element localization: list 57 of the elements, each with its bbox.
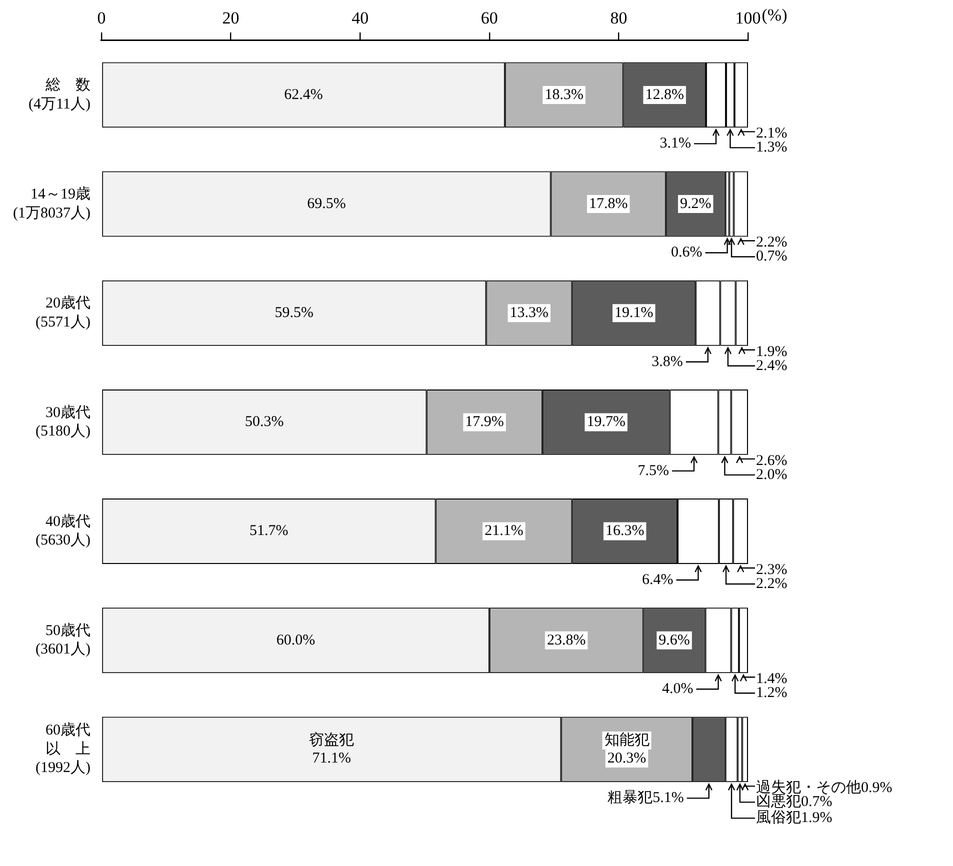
data-label: 16.3% (605, 523, 644, 540)
data-label: 2.1% (756, 126, 788, 142)
data-label: 18.3% (544, 86, 584, 103)
data-label: 2.6% (756, 452, 788, 469)
data-label: 3.1% (660, 136, 691, 152)
data-label: 2.0% (756, 466, 788, 483)
data-label: 9.6% (658, 632, 690, 648)
text: 風俗犯1.9% (756, 810, 832, 826)
data-label: 2.3% (756, 562, 788, 578)
x-tick-label: 0 (97, 8, 106, 28)
data-label: 20.3% (607, 750, 646, 766)
x-axis-title: (%) (762, 5, 788, 24)
data-label: 2.2% (756, 576, 788, 592)
x-tick-label: 20 (222, 8, 240, 28)
series-label: 窃盗犯 (309, 731, 354, 748)
data-label: 13.3% (510, 305, 549, 322)
data-label: 2.4% (756, 358, 788, 374)
y-tick-label: 50歳代 (3601人) (35, 622, 90, 658)
series-label: 知能犯 (604, 731, 650, 748)
data-label: 1.4% (756, 671, 788, 688)
y-tick-label: 40歳代 (5630人) (35, 512, 90, 549)
x-tick-label: 80 (610, 8, 628, 28)
data-label: 4.0% (662, 681, 694, 698)
data-label: 2.2% (756, 234, 788, 251)
text: 粗暴犯5.1% (608, 790, 684, 806)
y-tick-label: 総 数 (4万11人) (28, 76, 90, 112)
y-tick-label: 30歳代 (5180人) (35, 404, 90, 440)
data-label: 1.2% (756, 685, 788, 702)
data-label: 21.1% (484, 523, 524, 540)
data-label: 0.6% (671, 244, 702, 261)
x-tick-label: 100 (735, 8, 761, 28)
data-label: 23.8% (546, 632, 586, 648)
data-label: 62.4% (284, 86, 323, 103)
data-label: 59.5% (274, 305, 314, 322)
y-tick-label: 14～19歳 (1万8037人) (12, 186, 90, 222)
data-label: 60.0% (276, 632, 316, 648)
x-tick-label: 40 (352, 8, 369, 28)
data-label: 9.2% (680, 196, 712, 212)
data-label: 17.9% (465, 414, 504, 430)
data-label: 3.8% (652, 354, 683, 370)
data-label: 1.3% (756, 140, 788, 156)
y-tick-label: 20歳代 (5571人) (35, 294, 90, 330)
data-label: 0.7% (756, 248, 788, 265)
data-label: 19.1% (614, 305, 654, 322)
data-label: 17.8% (588, 196, 628, 212)
data-label: 12.8% (645, 86, 684, 103)
data-label: 7.5% (638, 462, 670, 479)
data-label: 1.9% (756, 344, 788, 360)
y-tick-label: 60歳代以 上 (1992人) (35, 722, 90, 776)
data-label: 51.7% (250, 523, 288, 540)
data-label: 71.1% (312, 750, 351, 766)
data-label: 19.7% (586, 414, 626, 430)
data-label: 50.3% (245, 414, 284, 430)
x-tick-label: 60 (480, 8, 498, 28)
data-label: 69.5% (307, 196, 346, 212)
data-label: 6.4% (642, 572, 674, 588)
text: 凶悪犯0.7% (756, 794, 832, 810)
